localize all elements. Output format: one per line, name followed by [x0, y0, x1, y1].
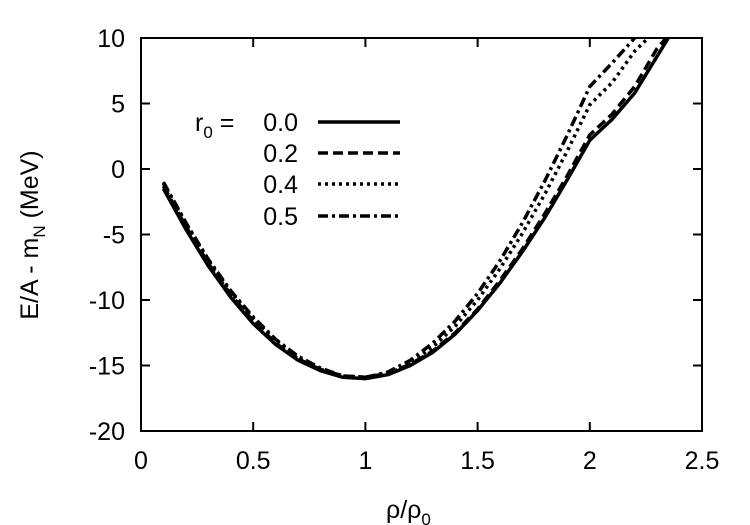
y-axis-label-sub: N	[30, 225, 49, 237]
y-axis-label: E/A - mN (MeV)	[16, 150, 49, 319]
legend: r0 = 0.0 0.2 0.4 0.5	[195, 109, 400, 231]
legend-title-main: r	[195, 109, 203, 137]
x-tick-label: 0.5	[236, 447, 271, 475]
x-tick-label: 2	[583, 447, 597, 475]
x-tick-label: 0	[134, 447, 148, 475]
series-line-0-2	[161, 36, 668, 380]
legend-label-0-0: 0.0	[263, 109, 298, 137]
y-axis-label-main: E/A - m	[16, 238, 44, 320]
x-axis-ticks: 0 0.5 1 1.5 2 2.5	[134, 38, 719, 475]
series-line-0-5	[161, 36, 636, 380]
y-tick-label: 0	[111, 156, 125, 184]
x-tick-label: 2.5	[685, 447, 720, 475]
y-tick-label: -20	[89, 418, 125, 446]
y-tick-label: -15	[89, 353, 125, 381]
y-tick-label: -5	[103, 222, 125, 250]
plot-frame	[140, 37, 703, 432]
series-line-0-0	[161, 37, 670, 381]
x-axis-label-main: ρ/ρ	[386, 496, 421, 524]
legend-title: r0 =	[195, 109, 234, 142]
x-tick-label: 1.5	[460, 447, 495, 475]
y-axis-label-suffix: (MeV)	[16, 150, 44, 225]
legend-label-0-2: 0.2	[263, 140, 298, 168]
x-tick-label: 1	[358, 447, 372, 475]
y-tick-label: 10	[97, 25, 125, 53]
legend-title-eq: =	[213, 109, 235, 137]
series-line-0-4	[161, 36, 650, 380]
x-axis-label: ρ/ρ0	[386, 496, 431, 525]
y-axis-ticks: -20 -15 -10 -5 0 5 10	[89, 25, 702, 446]
legend-label-0-4: 0.4	[263, 171, 298, 199]
y-tick-label: -10	[89, 287, 125, 315]
y-tick-label: 5	[111, 91, 125, 119]
legend-title-sub: 0	[203, 123, 212, 142]
series-layer	[161, 36, 670, 381]
legend-label-0-5: 0.5	[263, 203, 298, 231]
x-axis-label-sub: 0	[421, 510, 430, 525]
